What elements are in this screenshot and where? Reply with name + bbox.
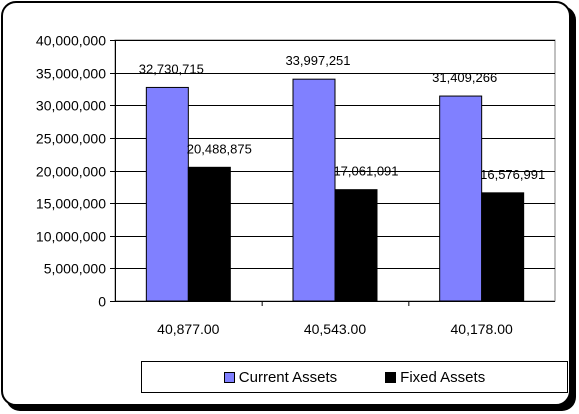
y-tick-label: 25,000,000: [36, 131, 106, 147]
bar-fixed-assets: [187, 166, 231, 302]
y-tick-label: 10,000,000: [36, 229, 106, 245]
bar-current-assets: [439, 95, 483, 302]
data-label-fixed-assets: 17,061,091: [333, 164, 398, 179]
y-tick-label: 5,000,000: [44, 261, 106, 277]
data-label-current-assets: 31,409,266: [432, 70, 497, 85]
legend-swatch-current-assets: [223, 371, 235, 383]
y-tick-label: 35,000,000: [36, 66, 106, 82]
bar-fixed-assets: [334, 189, 378, 302]
bar-current-assets: [292, 78, 336, 302]
data-label-fixed-assets: 20,488,875: [187, 141, 252, 156]
y-tick-label: 20,000,000: [36, 164, 106, 180]
x-tick-label: 40,543.00: [304, 321, 366, 337]
legend-label-current-assets: Current Assets: [238, 368, 338, 386]
data-label-current-assets: 32,730,715: [139, 61, 204, 76]
legend-item-fixed-assets: Fixed Assets: [385, 369, 485, 386]
y-tick-label: 0: [98, 294, 106, 310]
legend-swatch-fixed-assets: [385, 371, 397, 383]
x-tick-label: 40,877.00: [157, 321, 219, 337]
y-tick-label: 15,000,000: [36, 196, 106, 212]
data-label-fixed-assets: 16,576,991: [480, 167, 545, 182]
data-label-current-assets: 33,997,251: [285, 53, 350, 68]
bar-current-assets: [145, 86, 189, 302]
plot-area: 0 5,000,000 10,000,000 15,000,000 20,000,000…: [36, 33, 556, 337]
legend-label-fixed-assets: Fixed Assets: [400, 368, 486, 386]
legend-item-current-assets: Current Assets: [223, 368, 338, 386]
y-tick-label: 30,000,000: [36, 98, 106, 114]
y-tick-label: 40,000,000: [36, 33, 106, 49]
bar-fixed-assets: [481, 192, 525, 302]
legend: Current Assets Fixed Assets: [141, 361, 568, 393]
x-tick-label: 40,178.00: [451, 321, 513, 337]
